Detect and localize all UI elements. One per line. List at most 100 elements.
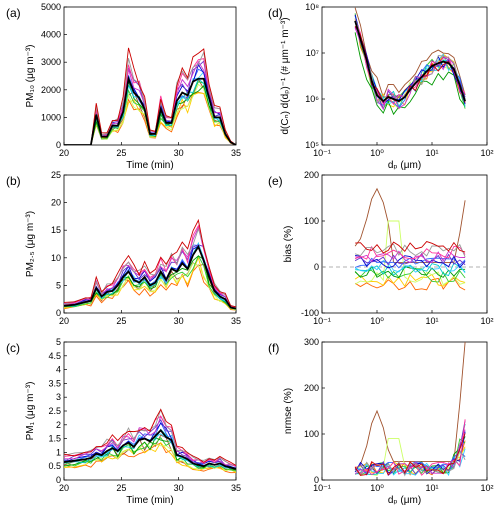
panel-label: (f) — [268, 341, 279, 355]
series-group — [64, 47, 236, 145]
y-tick-label: 10 — [51, 253, 61, 263]
panel-f: 10⁻¹ 10⁰ 10¹ 10² 0 100 200 300 dₚ (μm) nrmse (%) (… — [268, 337, 494, 506]
y-tick-label: 0 — [314, 475, 319, 485]
series-line — [354, 7, 466, 99]
series-line — [354, 277, 466, 291]
series-group — [354, 342, 466, 477]
series-line — [64, 262, 236, 311]
y-tick-label: 10⁸ — [305, 2, 319, 12]
x-tick-label: 10⁻¹ — [313, 483, 331, 493]
series-group — [354, 187, 466, 291]
y-tick-label: 0 — [314, 262, 319, 272]
series-line — [64, 442, 236, 474]
y-tick-label: 20 — [51, 198, 61, 208]
y-tick-label: 10⁷ — [306, 48, 319, 58]
x-tick-label: 10⁰ — [370, 148, 384, 158]
y-tick-label: 10⁵ — [305, 140, 319, 150]
mean-line — [64, 428, 236, 470]
series-line — [354, 220, 466, 286]
series-line — [354, 433, 466, 476]
y-tick-label: 3000 — [41, 57, 61, 67]
series-line — [354, 32, 466, 116]
series-line — [354, 18, 466, 110]
panel-label: (a) — [6, 6, 21, 20]
series-line — [64, 441, 236, 473]
x-tick-label: 10² — [480, 483, 493, 493]
x-tick-label: 10⁰ — [370, 483, 384, 493]
panel-label: (b) — [6, 174, 21, 188]
series-line — [355, 254, 466, 269]
series-group — [64, 218, 236, 311]
y-tick-label: 5000 — [41, 2, 61, 12]
y-axis-label: PM₁₀ (μg m⁻³) — [25, 44, 36, 107]
y-tick-label: 2 — [56, 420, 61, 430]
series-line — [354, 419, 466, 476]
series-line — [355, 448, 466, 477]
series-line — [64, 408, 236, 466]
y-tick-label: 15 — [51, 225, 61, 235]
x-axis-label: dₚ (μm) — [388, 160, 421, 171]
series-group — [64, 408, 236, 474]
y-tick-label: 5 — [56, 280, 61, 290]
y-tick-label: 3 — [56, 392, 61, 402]
series-group — [354, 7, 466, 116]
panel-label: (d) — [268, 6, 283, 20]
panel-e: 10⁻¹ 10⁰ 10¹ 10² -100 0 100 200 bias (%) (e) — [268, 170, 494, 326]
plot-frame — [321, 6, 488, 146]
series-line — [354, 265, 466, 279]
y-tick-label: 0 — [56, 140, 61, 150]
series-line — [64, 415, 236, 467]
y-tick-label: 4 — [56, 365, 61, 375]
series-line — [64, 408, 236, 466]
panel-label: (e) — [268, 174, 283, 188]
y-tick-label: 3.5 — [48, 378, 61, 388]
plot-frame — [321, 174, 488, 314]
x-tick-label: 30 — [174, 316, 184, 326]
series-line — [354, 450, 466, 475]
y-axis-label: nrmse (%) — [283, 388, 294, 434]
x-axis-label: dₚ (μm) — [388, 495, 421, 506]
x-tick-label: 10² — [480, 148, 493, 158]
y-tick-label: 4.5 — [48, 351, 61, 361]
series-line — [355, 262, 466, 277]
plot-frame — [63, 174, 237, 314]
x-tick-label: 20 — [59, 483, 69, 493]
x-tick-label: 30 — [174, 148, 184, 158]
series-line — [354, 259, 466, 274]
series-line — [355, 241, 466, 254]
y-tick-label: 1 — [56, 447, 61, 457]
y-tick-label: 2.5 — [48, 406, 61, 416]
series-line — [354, 245, 466, 260]
series-line — [354, 268, 466, 283]
mean-line — [64, 75, 236, 145]
x-axis-label: Time (min) — [126, 495, 173, 506]
series-line — [64, 224, 236, 308]
x-tick-label: 30 — [174, 483, 184, 493]
y-tick-label: 1000 — [41, 112, 61, 122]
x-tick-label: 10⁻¹ — [313, 316, 331, 326]
y-axis-label: PM₁ (μg m⁻³) — [25, 382, 36, 441]
y-tick-label: 0 — [56, 475, 61, 485]
x-tick-label: 20 — [59, 148, 69, 158]
y-tick-label: 4000 — [41, 30, 61, 40]
y-tick-label: 5 — [56, 337, 61, 347]
series-line — [64, 428, 236, 470]
x-axis-label: Time (min) — [126, 160, 173, 171]
plot-frame — [63, 6, 237, 146]
panel-b: 20 25 30 35 0 5 10 15 20 25 PM₂.₅ (μg m⁻³) (b) — [6, 170, 241, 326]
series-line — [64, 218, 236, 308]
x-tick-label: 35 — [231, 483, 241, 493]
x-tick-label: 20 — [59, 316, 69, 326]
x-tick-label: 10⁰ — [370, 316, 384, 326]
x-tick-label: 25 — [116, 148, 126, 158]
y-tick-label: 10⁶ — [305, 94, 319, 104]
x-tick-label: 10¹ — [425, 148, 438, 158]
plot-frame — [321, 341, 488, 481]
panel-label: (c) — [6, 341, 20, 355]
y-tick-label: 100 — [304, 216, 319, 226]
y-tick-label: 200 — [304, 383, 319, 393]
y-tick-label: 1.5 — [48, 434, 61, 444]
series-line — [354, 22, 466, 109]
y-tick-label: 200 — [304, 170, 319, 180]
